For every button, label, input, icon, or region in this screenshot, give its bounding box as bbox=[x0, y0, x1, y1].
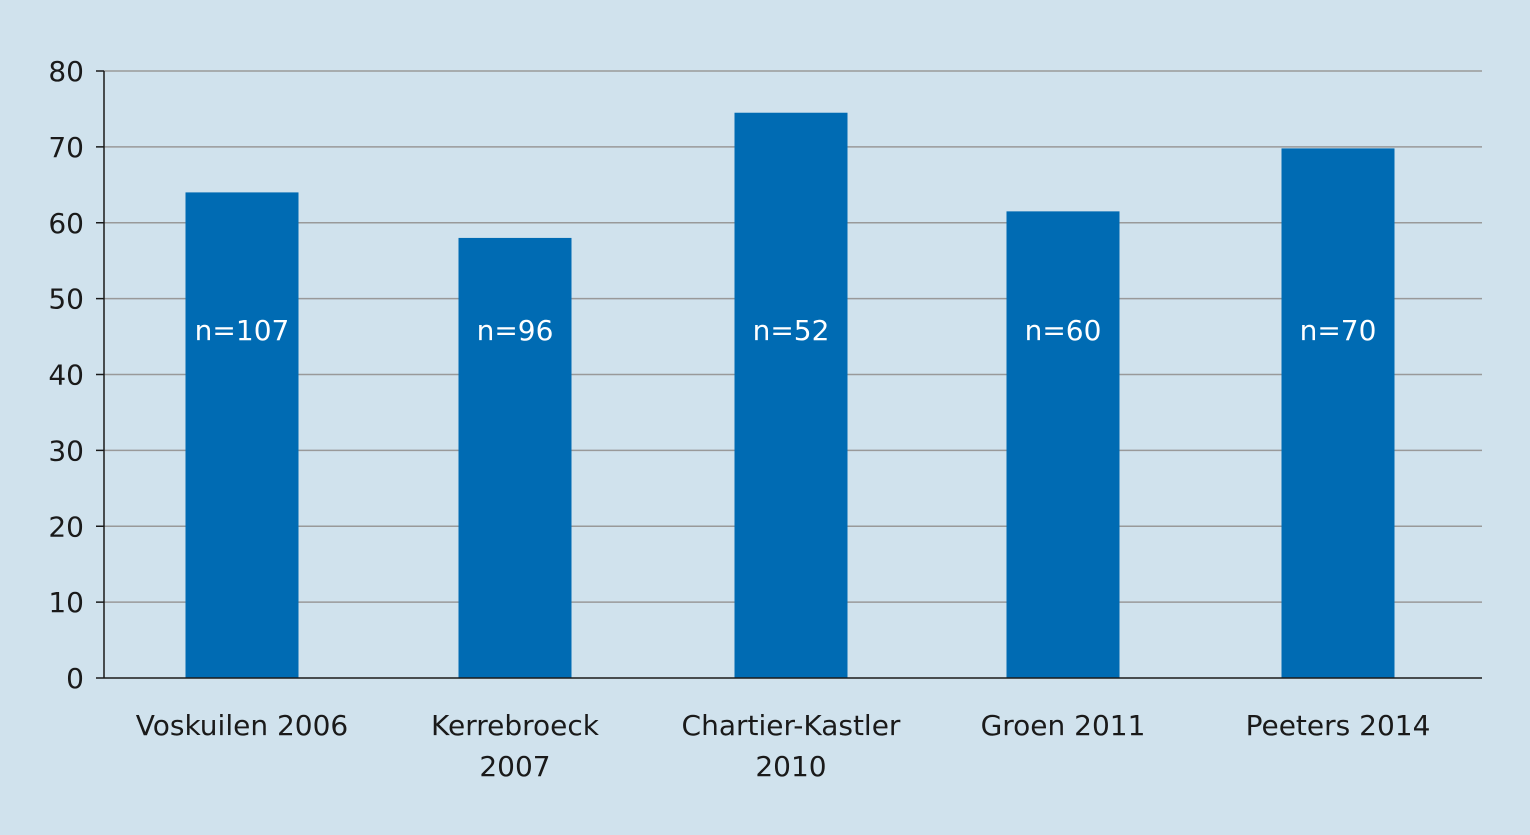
y-tick-label: 30 bbox=[48, 434, 84, 467]
x-category-label: Voskuilen 2006 bbox=[136, 709, 349, 742]
y-tick-label: 60 bbox=[48, 207, 84, 240]
bar-data-label: n=52 bbox=[753, 314, 830, 347]
bar-data-label: n=70 bbox=[1300, 314, 1377, 347]
x-category-label: Groen 2011 bbox=[981, 709, 1146, 742]
y-tick-label: 10 bbox=[48, 586, 84, 619]
bar-data-label: n=96 bbox=[477, 314, 554, 347]
y-tick-label: 50 bbox=[48, 283, 84, 316]
x-category-label-line: 2007 bbox=[479, 750, 550, 783]
y-tick-label: 70 bbox=[48, 131, 84, 164]
axes bbox=[96, 70, 1482, 679]
y-tick-label: 80 bbox=[48, 55, 84, 88]
x-category-label: Chartier-Kastler 2010 bbox=[682, 709, 901, 783]
x-axis-category-labels: Voskuilen 2006 Kerrebroeck 2007 Chartier-Ka… bbox=[136, 709, 1431, 783]
bar-data-label: n=60 bbox=[1025, 314, 1102, 347]
y-tick-label: 20 bbox=[48, 510, 84, 543]
x-category-label-line: Chartier-Kastler bbox=[682, 709, 901, 742]
x-category-label-line: Voskuilen 2006 bbox=[136, 709, 349, 742]
x-category-label-line: 2010 bbox=[755, 750, 826, 783]
bars: n=107 n=96 n=52 n=60 n=70 bbox=[185, 112, 1395, 679]
bar bbox=[185, 192, 299, 678]
bar-data-label: n=107 bbox=[195, 314, 290, 347]
x-category-label: Kerrebroeck 2007 bbox=[431, 709, 600, 783]
y-tick-label: 0 bbox=[66, 662, 84, 695]
x-category-label: Peeters 2014 bbox=[1246, 709, 1431, 742]
bar bbox=[458, 237, 572, 679]
y-tick-label: 40 bbox=[48, 359, 84, 392]
x-category-label-line: Kerrebroeck bbox=[431, 709, 600, 742]
x-category-label-line: Peeters 2014 bbox=[1246, 709, 1431, 742]
bar bbox=[1281, 148, 1395, 678]
y-axis-tick-labels: 0 10 20 30 40 50 60 70 80 bbox=[48, 55, 84, 695]
x-category-label-line: Groen 2011 bbox=[981, 709, 1146, 742]
bar bbox=[734, 112, 848, 678]
bar bbox=[1006, 211, 1120, 678]
